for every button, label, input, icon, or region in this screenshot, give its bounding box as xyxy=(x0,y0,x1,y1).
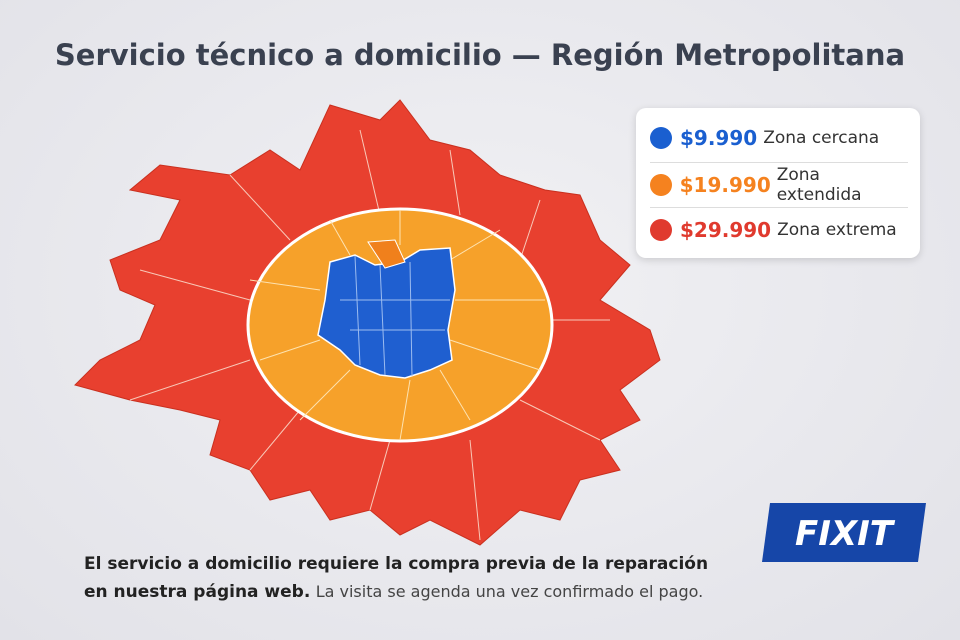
note-line: El servicio a domicilio requiere la comp… xyxy=(84,554,709,574)
logo: FIXIT xyxy=(762,503,926,562)
zone-label: Zona extendida xyxy=(776,165,862,205)
legend-item: $9.990 Zona cercana xyxy=(650,116,908,160)
boundaries xyxy=(340,255,450,377)
note: El servicio a domicilio requiere la comp… xyxy=(84,550,708,606)
legend-dot xyxy=(650,174,672,196)
legend-item: $29.990 Zona extrema xyxy=(650,207,908,252)
boundaries xyxy=(249,210,545,441)
note-text: La visita se agenda una vez confirmado e… xyxy=(315,582,704,601)
title: Servicio técnico a domicilio — Región Me… xyxy=(54,38,906,72)
legend-dot xyxy=(650,219,672,241)
legend-dot xyxy=(650,127,672,149)
price: $19.990 xyxy=(679,173,771,197)
price: $29.990 xyxy=(680,218,772,242)
price: $9.990 xyxy=(680,126,758,150)
legend: $9.990 Zona cercana $19.990 Zona extendida… xyxy=(636,108,920,258)
note-bold: en nuestra página web. xyxy=(84,582,311,602)
boundaries xyxy=(129,129,610,541)
zone-patch xyxy=(367,239,406,269)
zone-label: Zona extrema xyxy=(777,220,897,240)
zone-label: Zona cercana xyxy=(763,128,880,148)
logo-text: FIXIT xyxy=(795,514,896,554)
legend-item: $19.990 Zona extendida xyxy=(650,162,908,207)
